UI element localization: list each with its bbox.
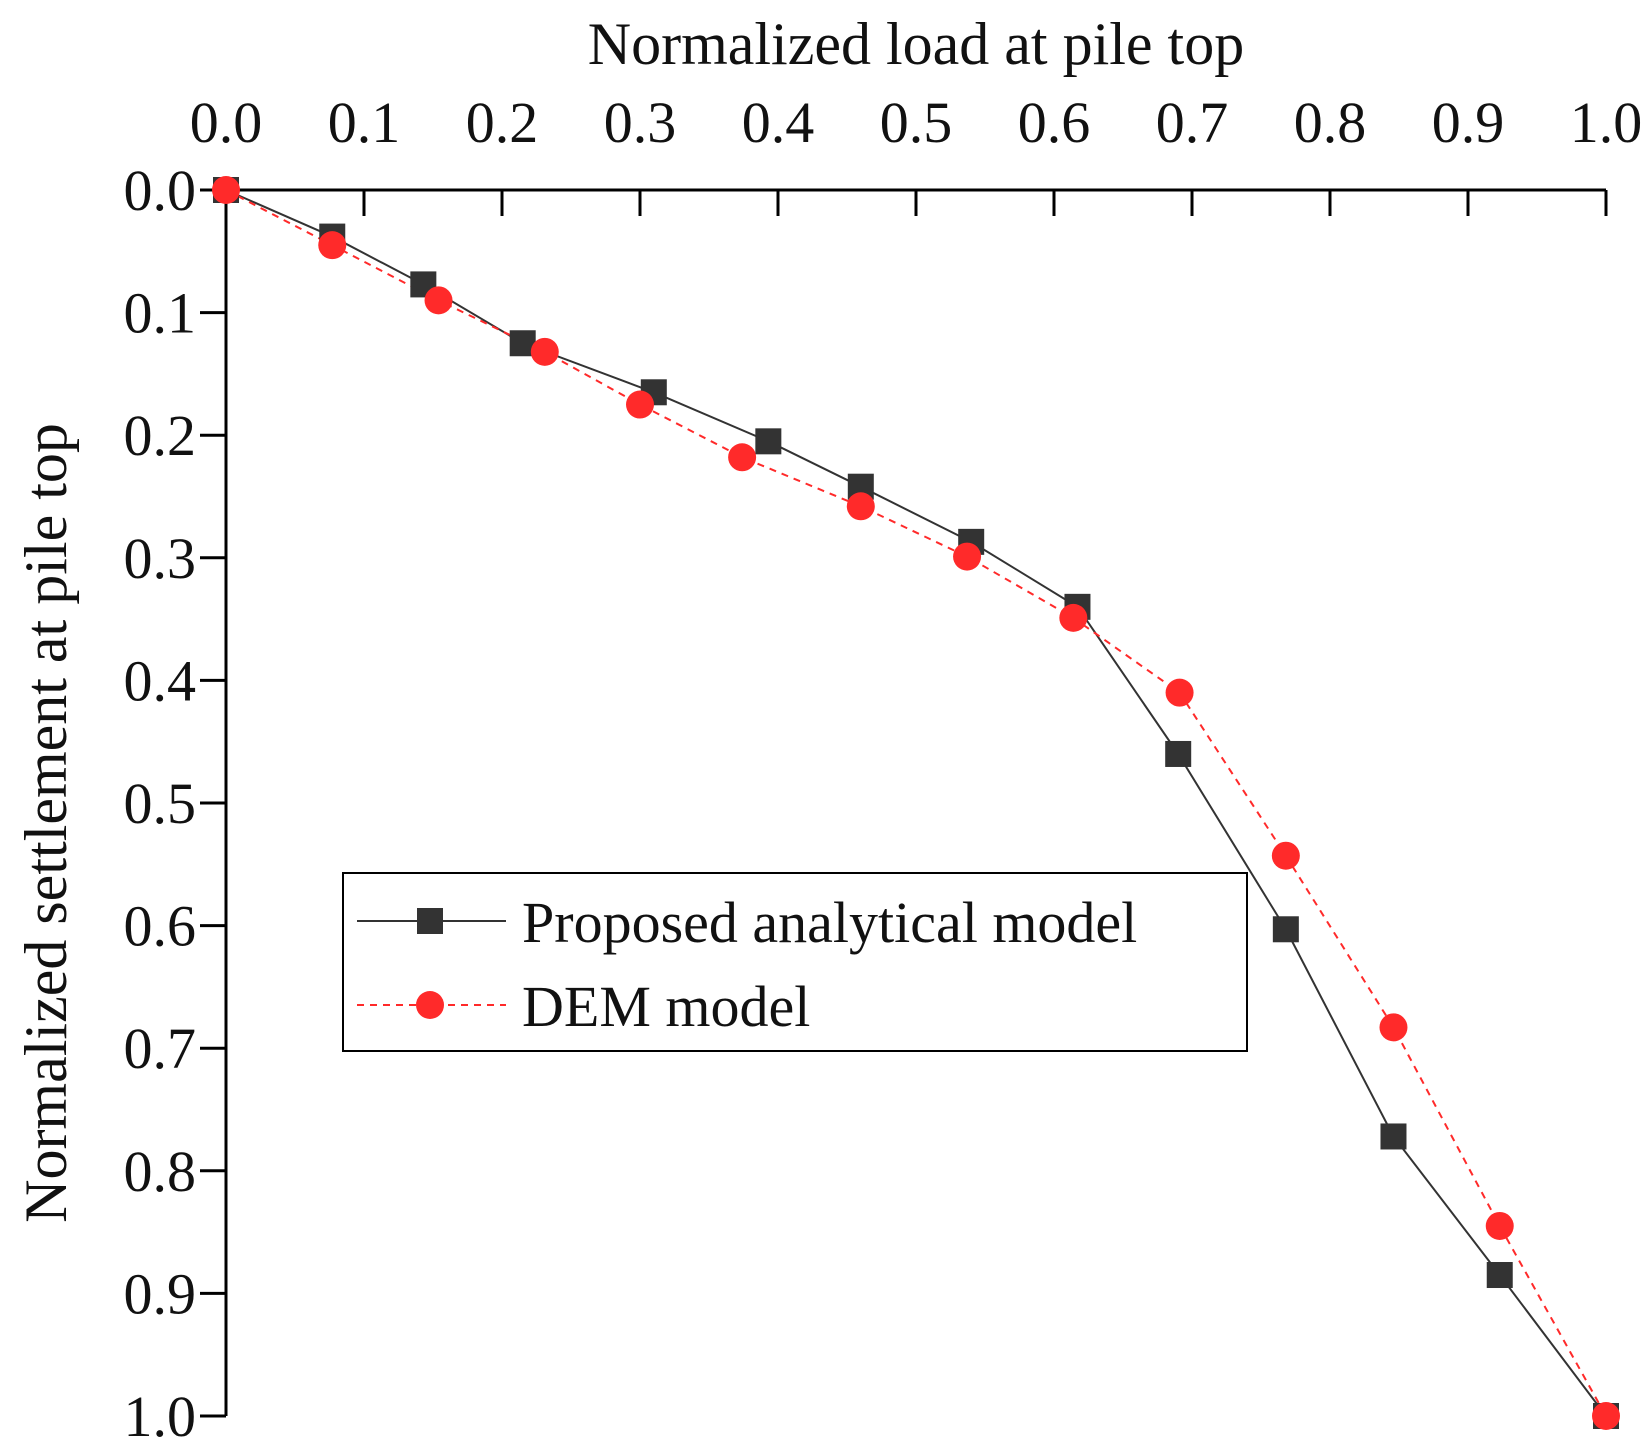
y-tick-label: 0.9 (124, 1261, 197, 1326)
legend-marker-circle (416, 991, 444, 1019)
plot-series (212, 176, 1620, 1430)
y-axis-ticks: 0.0 0.1 0.2 0.3 0.4 0.5 0.6 0.7 0.8 0.9 1.0 (124, 158, 226, 1449)
point-circle (953, 542, 982, 571)
x-tick-label: 0.2 (466, 90, 539, 155)
y-tick-label: 0.7 (124, 1016, 197, 1081)
y-tick-label: 1.0 (124, 1384, 197, 1449)
y-tick-label: 0.1 (124, 281, 197, 346)
y-axis-title: Normalized settlement at pile top (13, 423, 79, 1223)
x-tick-label: 0.5 (880, 90, 953, 155)
point-circle (1165, 678, 1194, 707)
point-circle (728, 443, 757, 472)
y-tick-label: 0.2 (124, 403, 197, 468)
x-axis-ticks: 0.0 0.1 0.2 0.3 0.4 0.5 0.6 0.7 0.8 0.9 1.0 (190, 90, 1643, 216)
point-circle (1271, 841, 1300, 870)
y-tick-label: 0.8 (124, 1139, 197, 1204)
point-circle (424, 286, 453, 315)
point-square (1486, 1262, 1513, 1289)
point-square (1380, 1123, 1407, 1150)
legend-box (342, 872, 1248, 1052)
x-tick-label: 0.1 (328, 90, 401, 155)
x-tick-label: 0.4 (742, 90, 815, 155)
x-tick-label: 0.7 (1156, 90, 1229, 155)
y-tick-label: 0.5 (124, 771, 197, 836)
legend-marker-square (417, 908, 443, 934)
legend-label-dem: DEM model (522, 974, 810, 1039)
x-tick-label: 0.0 (190, 90, 263, 155)
y-tick-label: 0.6 (124, 894, 197, 959)
point-square (1272, 916, 1299, 943)
point-circle (1592, 1402, 1620, 1430)
point-square (1165, 740, 1192, 767)
point-circle (212, 176, 240, 204)
point-circle (1485, 1211, 1514, 1240)
x-tick-label: 0.9 (1432, 90, 1505, 155)
series-line-dem (225, 189, 1607, 1417)
point-circle (530, 337, 559, 366)
point-circle (318, 231, 347, 260)
point-circle (1379, 1013, 1408, 1042)
x-tick-label: 0.6 (1018, 90, 1091, 155)
point-square (755, 428, 782, 455)
x-tick-label: 0.3 (604, 90, 677, 155)
y-tick-label: 0.4 (124, 648, 197, 713)
legend-label-analytical: Proposed analytical model (522, 890, 1137, 955)
x-axis-title: Normalized load at pile top (588, 11, 1244, 77)
x-tick-label: 1.0 (1570, 90, 1643, 155)
series-line-analytical (225, 189, 1607, 1417)
y-tick-label: 0.3 (124, 526, 197, 591)
point-circle (1059, 603, 1088, 632)
y-tick-label: 0.0 (124, 158, 197, 223)
point-circle (626, 390, 654, 419)
legend: Proposed analytical model DEM model (342, 872, 1248, 1052)
x-tick-label: 0.8 (1294, 90, 1367, 155)
point-circle (846, 492, 875, 521)
